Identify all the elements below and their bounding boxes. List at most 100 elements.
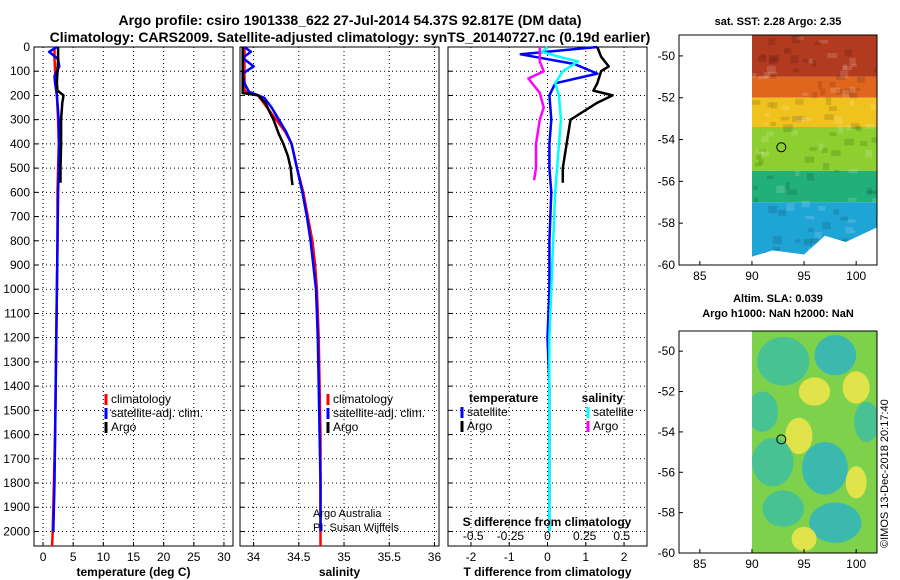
sst-texture-cell — [795, 170, 800, 176]
depth-tick-label: 900 — [10, 258, 30, 272]
satellite-adj-clim-line — [241, 46, 322, 532]
sst-texture-cell — [751, 100, 761, 105]
credit-line1: Argo Australia — [313, 508, 382, 520]
sst-texture-cell — [771, 102, 778, 109]
sla-anomaly-blob — [785, 417, 813, 455]
x-tick-label: 20 — [157, 550, 171, 564]
sst-texture-cell — [844, 48, 853, 57]
sst-texture-cell — [828, 106, 837, 112]
sst-texture-cell — [849, 57, 856, 65]
depth-tick-label: 1600 — [3, 428, 30, 442]
y-tick-label: -58 — [658, 506, 676, 520]
x-tick-label: 30 — [217, 550, 231, 564]
legend-label: climatology — [111, 392, 171, 406]
sla-anomaly-blob — [845, 466, 867, 499]
sst-texture-cell — [829, 81, 836, 87]
depth-tick-label: 1100 — [4, 306, 30, 320]
sst-texture-cell — [760, 54, 767, 58]
depth-tick-label: 1900 — [3, 500, 30, 514]
sst-texture-cell — [829, 132, 837, 136]
sst-texture-cell — [805, 215, 815, 220]
sla-anomaly-blob — [798, 377, 831, 406]
sst-texture-cell — [871, 137, 878, 143]
sst-color-band — [751, 170, 877, 203]
sst-texture-cell — [837, 125, 844, 134]
sst-texture-cell — [776, 185, 785, 193]
sst-texture-cell — [782, 106, 790, 111]
sst-texture-cell — [785, 182, 790, 190]
sst-texture-cell — [818, 143, 824, 151]
x-tick-label: 90 — [745, 269, 759, 283]
sst-texture-cell — [754, 162, 762, 167]
sst-texture-cell — [822, 147, 828, 154]
x-tick-label: 85 — [693, 269, 707, 283]
sst-texture-cell — [802, 92, 809, 96]
sst-texture-cell — [834, 116, 843, 125]
secondary-x-tick-label: -0.5 — [463, 529, 484, 543]
legend-group-title: salinity — [582, 391, 624, 405]
sst-texture-cell — [844, 88, 854, 95]
legend-label: satellite-adj. clim. — [333, 406, 425, 420]
sst-texture-cell — [768, 56, 778, 64]
sst-texture-cell — [766, 175, 774, 179]
argo-position-marker — [776, 434, 787, 445]
sst-texture-cell — [848, 197, 857, 202]
sst-texture-cell — [822, 222, 832, 230]
sst-texture-cell — [768, 205, 778, 214]
x-tick-label: 35 — [337, 550, 351, 564]
sst-color-band — [751, 35, 877, 77]
y-tick-label: -52 — [658, 91, 676, 105]
map-subtitle: Argo h1000: NaN h2000: NaN — [702, 308, 854, 320]
argo-line — [241, 47, 294, 186]
depth-tick-label: 1400 — [3, 379, 30, 393]
sst-texture-cell — [870, 103, 876, 111]
sla-anomaly-blob — [762, 490, 805, 527]
sst-missing-data — [751, 227, 877, 265]
sst-texture-cell — [768, 38, 776, 46]
sst-texture-cell — [866, 187, 873, 195]
axes-frame — [678, 34, 878, 266]
sla-anomaly-blob — [809, 502, 862, 543]
sst-texture-cell — [833, 209, 839, 215]
depth-tick-label: 300 — [10, 113, 30, 127]
x-tick-label: 95 — [797, 269, 811, 283]
depth-tick-label: 100 — [10, 64, 30, 78]
sst-texture-cell — [763, 122, 769, 126]
sst-texture-cell — [855, 125, 862, 132]
y-tick-label: -54 — [658, 133, 676, 147]
depth-tick-label: 1500 — [3, 403, 30, 417]
x-tick-label: 100 — [846, 269, 866, 283]
sst-texture-cell — [791, 35, 801, 44]
sst-texture-cell — [868, 190, 877, 194]
sla-anomaly-blob — [854, 401, 878, 442]
sst-texture-cell — [778, 209, 787, 216]
sla-anomaly-blob — [751, 437, 794, 487]
sst-texture-cell — [770, 73, 777, 79]
x-tick-label: 2 — [621, 550, 628, 564]
map-field — [751, 331, 878, 553]
x-tick-label: -2 — [466, 550, 477, 564]
x-tick-label: 35.5 — [378, 550, 402, 564]
x-tick-label: 0 — [40, 550, 47, 564]
depth-tick-label: 1200 — [3, 331, 30, 345]
y-tick-label: -60 — [658, 258, 676, 272]
sst-texture-cell — [770, 121, 777, 127]
sst-texture-cell — [772, 236, 782, 245]
sst-texture-cell — [875, 216, 878, 222]
sst-texture-cell — [873, 68, 878, 72]
x-axis-label: T difference from climatology — [463, 565, 631, 579]
argo-position-marker — [776, 142, 787, 153]
sst-texture-cell — [835, 89, 844, 95]
credit-line2: PI: Susan Wijffels — [313, 522, 399, 534]
sst-texture-cell — [767, 102, 773, 108]
sst-texture-cell — [845, 227, 853, 231]
x-tick-label: 36 — [428, 550, 442, 564]
sst-texture-cell — [783, 124, 793, 133]
depth-tick-label: 1300 — [3, 355, 30, 369]
sst-texture-cell — [840, 70, 849, 78]
axes-frame — [678, 330, 878, 554]
sst-texture-cell — [766, 131, 775, 137]
secondary-x-axis-label: S difference from climatology — [463, 515, 632, 529]
sst-texture-cell — [780, 116, 790, 121]
sst-texture-cell — [772, 246, 780, 252]
